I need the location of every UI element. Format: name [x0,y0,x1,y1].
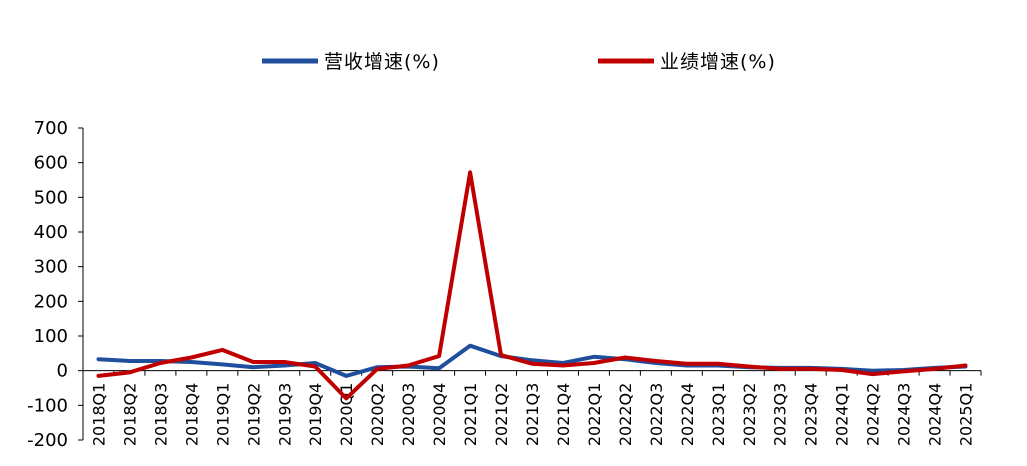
series-lines [96,170,968,401]
y-tick-label: 300 [34,257,68,278]
x-tick-label: 2024Q3 [895,383,914,447]
legend-label-earnings: 业绩增速(%) [660,51,776,73]
x-tick-label: 2022Q4 [678,383,697,447]
x-tick-label: 2020Q1 [337,383,356,447]
x-tick-label: 2019Q2 [244,383,263,447]
y-tick-label: 600 [34,153,68,174]
y-tick-label: -200 [27,430,68,451]
x-tick-label: 2021Q1 [461,383,480,447]
x-tick-label: 2022Q2 [616,383,635,447]
legend-item-revenue: 营收增速(%) [262,51,440,73]
x-tick-label: 2021Q4 [554,383,573,447]
x-tick-label: 2021Q2 [492,383,511,447]
x-tick-label: 2024Q1 [833,383,852,447]
y-tick-label: 500 [34,187,68,208]
x-tick-label: 2018Q2 [120,383,139,447]
x-tick-label: 2018Q3 [151,383,170,447]
x-tick-label: 2018Q4 [182,383,201,447]
x-tick-label: 2020Q2 [368,383,387,447]
y-tick-label: -100 [27,395,68,416]
x-tick-label: 2019Q4 [306,383,325,447]
y-tick-label: 200 [34,291,68,312]
x-tick-label: 2022Q3 [647,383,666,447]
x-tick-label: 2023Q2 [740,383,759,447]
x-tick-label: 2020Q4 [430,383,449,447]
x-tick-label: 2019Q3 [275,383,294,447]
x-tick-label: 2023Q1 [709,383,728,447]
y-tick-label: 0 [57,361,68,382]
x-tick-label: 2023Q3 [771,383,790,447]
x-tick-label: 2025Q1 [957,383,976,447]
y-tick-label: 100 [34,326,68,347]
y-tick-label: 700 [34,118,68,139]
legend-label-revenue: 营收增速(%) [324,51,440,73]
x-tick-label: 2019Q1 [213,383,232,447]
x-tick-label: 2024Q2 [864,383,883,447]
tick-labels: 700 600 500 400 300 200 100 0 -100 -200 2018Q1 2018… [27,118,975,451]
legend: 营收增速(%) 业绩增速(%) [262,51,776,73]
x-tick-label: 2020Q3 [399,383,418,447]
x-tick-label: 2023Q4 [802,383,821,447]
x-tick-label: 2018Q1 [89,383,108,447]
legend-item-earnings: 业绩增速(%) [598,51,776,73]
x-tick-label: 2022Q1 [585,383,604,447]
y-tick-label: 400 [34,222,68,243]
x-tick-label: 2021Q3 [523,383,542,447]
x-tick-label: 2024Q4 [926,383,945,447]
